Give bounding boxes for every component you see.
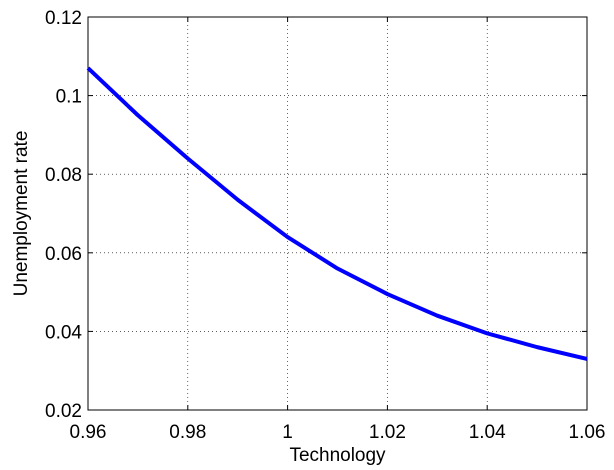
- y-tick-label: 0.08: [45, 165, 82, 186]
- x-tick-label: 0.98: [169, 422, 206, 443]
- y-tick-label: 0.12: [45, 8, 82, 29]
- series-line: [86, 66, 588, 361]
- x-tick-label: 1.02: [369, 422, 406, 443]
- y-tick-label: 0.02: [45, 401, 82, 422]
- y-tick-label: 0.1: [56, 87, 82, 108]
- plot-frame: [87, 16, 588, 411]
- grid: [88, 17, 587, 410]
- y-tick-label: 0.06: [45, 244, 82, 265]
- x-axis-label: Technology: [289, 445, 386, 466]
- y-tick-label: 0.04: [45, 322, 82, 343]
- y-axis-label: Unemployment rate: [11, 131, 32, 297]
- x-tick-label: 1.04: [469, 422, 506, 443]
- x-tick-label: 1.06: [569, 422, 606, 443]
- ticks: 0.96 0.98 1 1.02 1.04 1.06 0.02 0.04 0.06 0.08 0.1…: [45, 8, 605, 443]
- x-tick-label: 0.96: [70, 422, 107, 443]
- x-tick-label: 1: [282, 422, 293, 443]
- series: [86, 66, 588, 361]
